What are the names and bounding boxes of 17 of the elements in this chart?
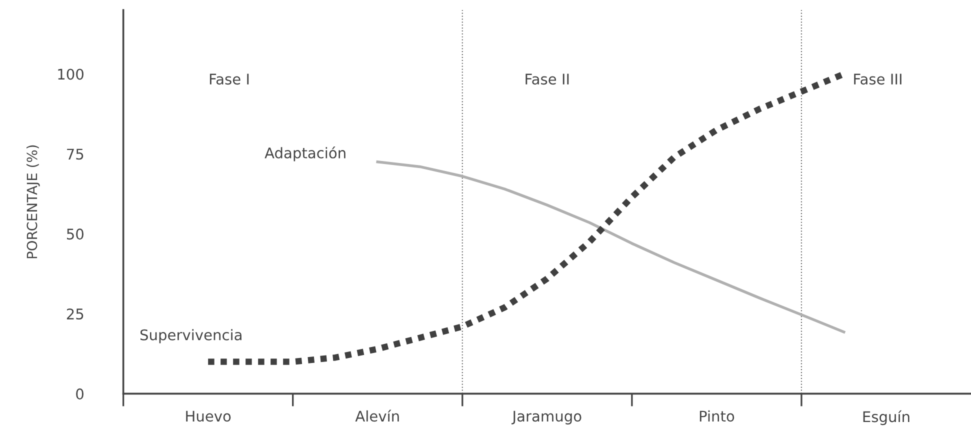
y-axis-title: PORCENTAJE (%) [26, 145, 40, 258]
y-tick-label: 50 [66, 228, 84, 240]
series-label: Supervivencia [140, 329, 242, 344]
y-tick-label: 100 [58, 68, 84, 80]
x-tick-label: Alevín [355, 410, 399, 422]
x-tick-label: Esguín [863, 410, 910, 426]
y-tick-label: 25 [66, 308, 84, 320]
x-tick-label: Huevo [186, 410, 231, 422]
text: Adaptación [264, 146, 346, 162]
annotation: Fase II [526, 74, 569, 85]
y-tick-label: 0 [76, 388, 84, 400]
y-tick-label: 75 [67, 148, 84, 160]
line-series [376, 160, 846, 334]
x-tick-label: Jaramugo [512, 410, 582, 424]
annotation: Fase I [210, 74, 249, 85]
annotation: Fase III [854, 74, 902, 85]
x-tick-label: Pinto [700, 410, 734, 422]
